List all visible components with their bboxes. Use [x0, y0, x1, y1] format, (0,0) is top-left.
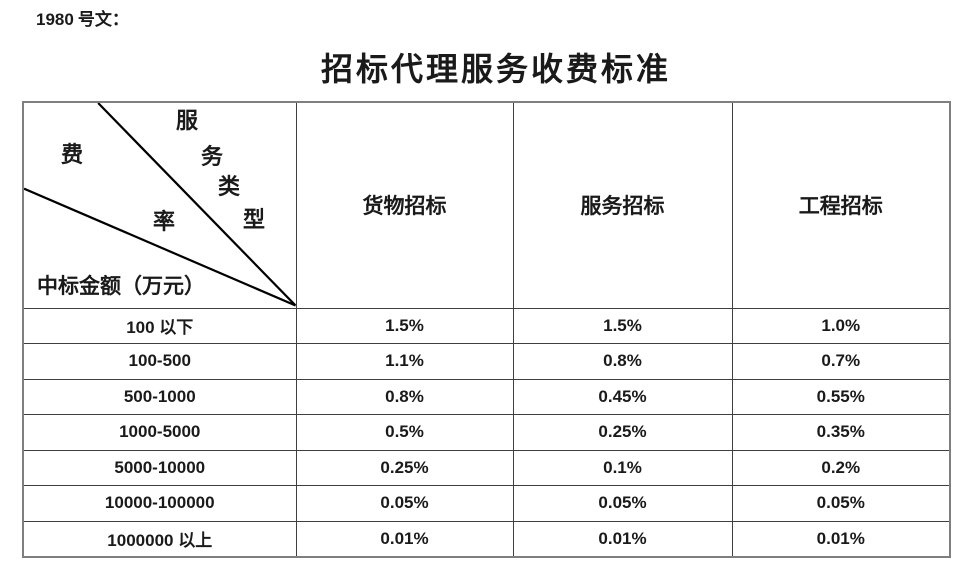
- table-row: 1000-5000 0.5% 0.25% 0.35%: [22, 414, 951, 451]
- corner-rate-char: 费: [61, 142, 84, 168]
- fee-value-cell: 0.5%: [295, 414, 514, 451]
- fee-value-cell: 0.35%: [731, 414, 951, 451]
- fee-value-cell: 0.01%: [512, 520, 733, 557]
- fee-value-cell: 0.1%: [512, 449, 733, 486]
- table-header-row: 服 务 类 型 费 率 中标金额（万元） 货物招标 服务招标 工程招标: [22, 101, 951, 309]
- fee-value-cell: 1.1%: [295, 343, 514, 380]
- fee-value-cell: 0.45%: [512, 378, 733, 415]
- table-row: 100 以下 1.5% 1.5% 1.0%: [22, 307, 951, 344]
- fee-value-cell: 0.8%: [295, 378, 514, 415]
- fee-value-cell: 0.8%: [512, 343, 733, 380]
- doc-number-label: 1980 号文：: [36, 5, 129, 30]
- table-row: 1000000 以上 0.01% 0.01% 0.01%: [22, 520, 951, 557]
- corner-type-char: 服: [176, 108, 199, 134]
- fee-value-cell: 0.7%: [731, 343, 951, 380]
- page-title: 招标代理服务收费标准: [320, 50, 671, 88]
- fee-value-cell: 0.05%: [295, 485, 514, 522]
- table-row: 100-500 1.1% 0.8% 0.7%: [22, 343, 951, 380]
- row-range-cell: 100-500: [22, 343, 297, 380]
- fee-value-cell: 1.0%: [731, 307, 951, 344]
- diagonal-header-cell: 服 务 类 型 费 率 中标金额（万元）: [22, 101, 297, 309]
- corner-type-char: 型: [243, 207, 266, 233]
- corner-type-char: 类: [218, 174, 241, 200]
- fee-value-cell: 1.5%: [512, 307, 733, 344]
- row-range-cell: 100 以下: [22, 307, 297, 344]
- fee-table: 服 务 类 型 费 率 中标金额（万元） 货物招标 服务招标 工程招标 100 …: [22, 101, 951, 558]
- corner-rate-char: 率: [153, 209, 176, 235]
- row-axis-label: 中标金额（万元）: [37, 273, 205, 298]
- doc-number: 1980: [36, 10, 74, 29]
- fee-value-cell: 0.05%: [731, 485, 951, 522]
- fee-value-cell: 0.2%: [731, 449, 951, 486]
- table-row: 500-1000 0.8% 0.45% 0.55%: [22, 378, 951, 415]
- row-range-cell: 1000000 以上: [22, 520, 297, 557]
- fee-value-cell: 0.01%: [295, 520, 514, 557]
- row-range-cell: 10000-100000: [22, 485, 297, 522]
- fee-value-cell: 0.25%: [295, 449, 514, 486]
- fee-value-cell: 0.05%: [512, 485, 733, 522]
- row-range-cell: 500-1000: [22, 378, 297, 415]
- fee-value-cell: 1.5%: [295, 307, 514, 344]
- corner-type-char: 务: [201, 144, 224, 170]
- diagonal-lines-icon: [24, 103, 295, 307]
- table-row: 5000-10000 0.25% 0.1% 0.2%: [22, 449, 951, 486]
- row-range-cell: 5000-10000: [22, 449, 297, 486]
- column-header-engineering: 工程招标: [731, 101, 951, 309]
- fee-value-cell: 0.01%: [731, 520, 951, 557]
- row-range-cell: 1000-5000: [22, 414, 297, 451]
- fee-value-cell: 0.55%: [731, 378, 951, 415]
- doc-number-suffix: 号文：: [77, 10, 129, 30]
- fee-value-cell: 0.25%: [512, 414, 733, 451]
- table-row: 10000-100000 0.05% 0.05% 0.05%: [22, 485, 951, 522]
- column-header-goods: 货物招标: [295, 101, 514, 309]
- column-header-services: 服务招标: [512, 101, 733, 309]
